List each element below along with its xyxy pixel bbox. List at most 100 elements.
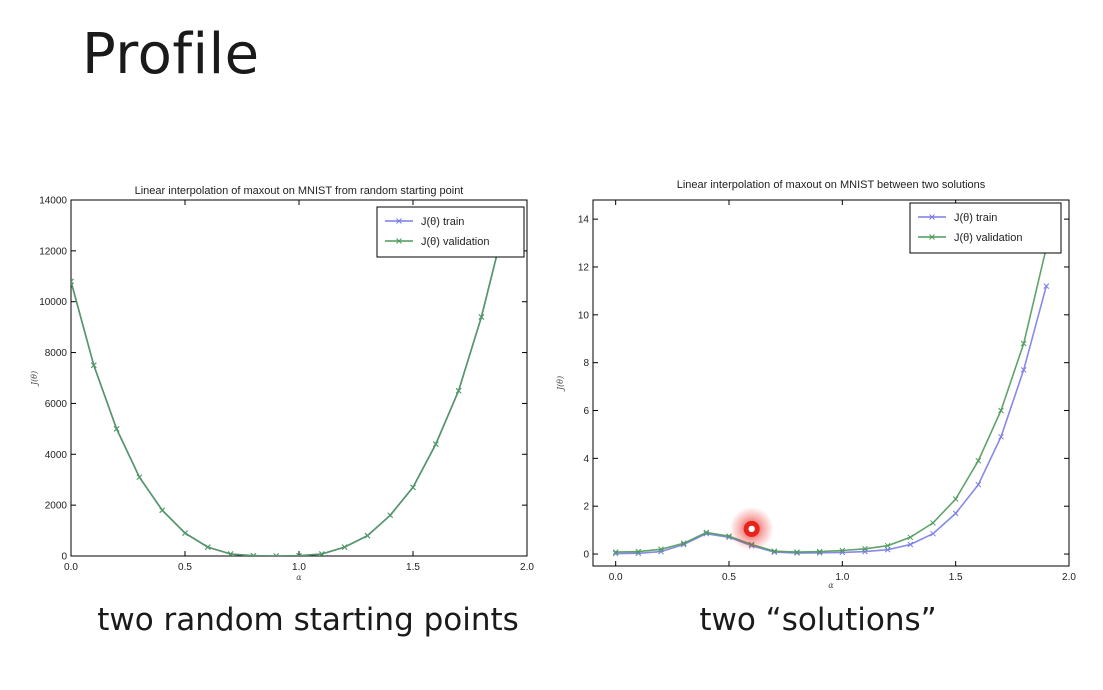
data-point-cross [635, 548, 642, 555]
data-point-cross [478, 314, 485, 320]
data-point-cross [341, 544, 348, 550]
caption-right: two “solutions” [699, 602, 937, 638]
legend-marker-cross [396, 238, 402, 244]
y-tick-label: 8000 [45, 348, 68, 359]
y-tick-label: 12 [578, 262, 590, 273]
legend: J(θ) train J(θ) validation [909, 202, 1062, 254]
data-point-cross [884, 542, 891, 549]
data-point-cross [182, 530, 188, 536]
data-point-cross [1043, 283, 1050, 289]
data-point [273, 553, 277, 556]
x-tick-label: 1.0 [835, 572, 849, 583]
x-tick-label: 0.5 [722, 572, 736, 583]
data-point-cross [319, 551, 325, 556]
data-point-cross [410, 484, 416, 491]
y-tick-label: 6 [583, 406, 589, 417]
data-point-cross [907, 534, 914, 541]
data-point-cross [930, 530, 936, 537]
x-tick-label: 0.5 [178, 562, 192, 573]
data-point-cross [862, 545, 868, 552]
data-point-cross [680, 540, 687, 547]
data-point-cross [1020, 366, 1027, 373]
x-tick-label: 1.0 [292, 562, 306, 573]
data-point-cross [771, 549, 778, 555]
highlight-dot-center [748, 525, 755, 533]
y-tick-label: 0 [61, 552, 67, 563]
series-line-validation [615, 247, 1048, 553]
plot-area [71, 222, 508, 556]
x-tick-label: 1.5 [949, 572, 963, 583]
x-tick-label: 1.5 [406, 562, 420, 573]
legend-marker-cross [396, 218, 402, 224]
y-tick-label: 10 [578, 310, 590, 321]
legend-label: J(θ) validation [954, 232, 1022, 244]
data-point-cross [136, 474, 143, 481]
data-point-cross [975, 481, 982, 488]
x-tick-label: 2.0 [1062, 572, 1076, 583]
y-tick-label: 14 [578, 215, 590, 226]
data-point-cross [998, 407, 1004, 414]
data-point-cross [998, 433, 1004, 440]
legend-marker-cross [929, 234, 935, 240]
y-tick-label: 12000 [39, 246, 67, 257]
plot-frame [592, 199, 1070, 567]
data-point-cross [159, 507, 166, 514]
data-point-cross [907, 541, 914, 548]
data-point-cross [298, 552, 302, 556]
legend-marker-cross [929, 214, 935, 220]
data-point-cross [930, 520, 936, 526]
x-axis-label: α [828, 581, 834, 590]
y-tick-label: 2000 [45, 501, 68, 512]
series-line-train [71, 225, 505, 556]
legend-box [376, 206, 525, 258]
data-point-cross [816, 548, 823, 555]
data-point-cross [387, 512, 394, 519]
data-point-cross [90, 362, 97, 369]
data-point-cross [771, 548, 778, 555]
data-point-cross [432, 441, 439, 447]
legend-label: J(θ) validation [421, 236, 489, 248]
y-tick-label: 0 [583, 550, 589, 561]
data-point-cross [204, 544, 211, 550]
data-point-cross [227, 551, 234, 556]
data-point-cross [726, 534, 732, 541]
data-point-cross [952, 510, 959, 517]
data-point-cross [703, 529, 710, 536]
series-line-validation [71, 225, 505, 556]
y-tick-label: 2 [583, 502, 589, 513]
chart-title: Linear interpolation of maxout on MNIST … [135, 185, 464, 197]
data-point-cross [275, 553, 280, 556]
chart-right: Linear interpolation of maxout on MNIST … [556, 179, 1076, 590]
data-point-cross [364, 532, 371, 539]
y-tick-label: 4000 [45, 450, 68, 461]
chart-left: Linear interpolation of maxout on MNIST … [30, 185, 534, 582]
y-tick-label: 6000 [45, 399, 68, 410]
data-point-cross [658, 548, 664, 555]
slide-title: Profile [82, 22, 260, 87]
data-point-cross [952, 496, 959, 502]
plot-area [612, 244, 1050, 557]
data-point-cross [658, 546, 664, 553]
data-point-cross [884, 546, 891, 553]
data-point-cross [252, 552, 257, 556]
y-tick-label: 4 [583, 454, 589, 465]
data-point-cross [612, 549, 619, 555]
data-point-cross [455, 387, 462, 394]
data-point-cross [794, 549, 800, 555]
y-tick-label: 14000 [39, 196, 67, 207]
x-tick-label: 0.0 [64, 562, 78, 573]
data-point-cross [113, 426, 120, 432]
data-point [71, 280, 74, 285]
caption-left: two random starting points [97, 602, 519, 638]
data-point-cross [839, 547, 846, 554]
y-tick-label: 8 [583, 358, 589, 369]
legend: J(θ) train J(θ) validation [376, 206, 525, 258]
y-tick-label: 10000 [39, 297, 67, 308]
legend-box [909, 202, 1062, 254]
data-point-cross [975, 457, 982, 464]
y-axis-label: J(θ) [30, 371, 39, 387]
legend-label: J(θ) train [421, 216, 464, 228]
series-line-train [615, 285, 1048, 555]
legend-label: J(θ) train [954, 212, 997, 224]
